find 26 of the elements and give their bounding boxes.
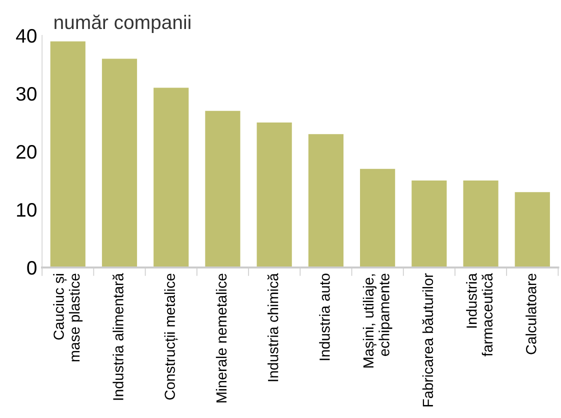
- y-tick-label: 10: [17, 202, 36, 217]
- bar: [308, 134, 344, 268]
- x-tick-label: Construcții metalice: [164, 274, 178, 400]
- bar: [463, 180, 498, 268]
- bar: [154, 88, 189, 268]
- y-tick-label: 40: [16, 29, 36, 43]
- x-tick-label: Mașini, utiliaje, echipamente: [362, 274, 392, 368]
- x-tick-label: Calculatoare: [526, 274, 536, 354]
- y-tick-label: 20: [16, 144, 36, 159]
- x-tick-label: Industria chimică: [267, 273, 278, 382]
- x-tick-label: Minerale nemetalice: [216, 274, 227, 402]
- y-tick-label: 30: [16, 86, 36, 101]
- y-tick-label: 0: [27, 260, 36, 275]
- bar: [256, 122, 292, 268]
- x-tick-label: Industria farmaceutică: [466, 273, 493, 356]
- x-tick-label: Cauciuc și mase plastice: [53, 274, 83, 362]
- y-axis-title: număr companii: [54, 14, 190, 33]
- bar: [514, 192, 550, 268]
- bar: [205, 110, 240, 268]
- x-tick-label: Industria alimentară: [112, 273, 124, 400]
- bar: [102, 58, 138, 268]
- x-tick-label: Fabricarea băuturilor: [422, 273, 434, 406]
- x-tick-label: Industria auto: [319, 274, 330, 360]
- bar: [50, 41, 86, 268]
- bar: [360, 168, 396, 268]
- bar: [412, 180, 447, 268]
